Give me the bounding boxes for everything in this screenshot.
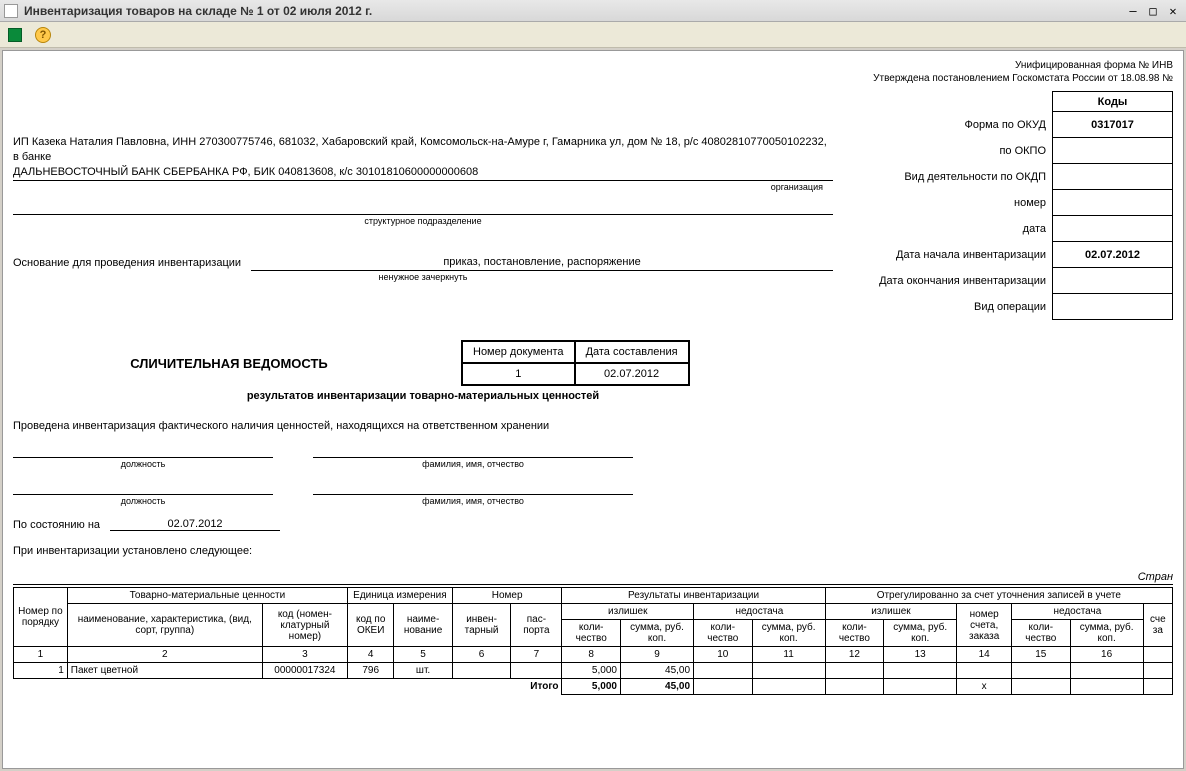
main-table: Номер по порядку Товарно-материальные це… <box>13 587 1173 695</box>
okud-value: 0317017 <box>1053 112 1173 138</box>
basis-caption: ненужное зачеркнуть <box>13 271 833 283</box>
storage-line: Проведена инвентаризация фактического на… <box>13 420 1173 432</box>
op-label: Вид операции <box>843 294 1053 320</box>
basis-value: приказ, постановление, распоряжение <box>251 255 833 271</box>
document-viewport: Унифицированная форма № ИНВ Утверждена п… <box>2 50 1184 769</box>
h-rowno: Номер по порядку <box>14 588 68 647</box>
minimize-button[interactable]: — <box>1124 3 1142 19</box>
fio-cap-2: фамилия, имя, отчество <box>313 496 633 506</box>
org-line2: ДАЛЬНЕВОСТОЧНЫЙ БАНК СБЕРБАНКА РФ, БИК 0… <box>13 165 833 181</box>
basis-label: Основание для проведения инвентаризации <box>13 256 251 271</box>
org-line1: ИП Казека Наталия Павловна, ИНН 27030077… <box>13 135 833 165</box>
okpo-label: по ОКПО <box>843 138 1053 164</box>
h-code: код (номен-клатурный номер) <box>262 604 347 647</box>
total-label: Итого <box>14 679 562 695</box>
doc-header-table: Номер документа Дата составления 1 02.07… <box>461 340 690 386</box>
status-date: 02.07.2012 <box>110 518 280 531</box>
struct-caption: структурное подразделение <box>13 215 833 227</box>
established-line: При инвентаризации установлено следующее… <box>13 545 1173 557</box>
toolbar: ? <box>0 22 1186 48</box>
position-cap-1: должность <box>13 459 273 469</box>
doc-date: 02.07.2012 <box>575 363 689 385</box>
h-regulated: Отрегулированно за счет уточнения записе… <box>825 588 1172 604</box>
print-button[interactable] <box>4 24 26 46</box>
status-label: По состоянию на <box>13 519 100 531</box>
h-surplus2: излишек <box>825 604 957 620</box>
num-value <box>1053 190 1173 216</box>
h-results: Результаты инвентаризации <box>562 588 825 604</box>
num-label: номер <box>843 190 1053 216</box>
h-orderno: номер счета, заказа <box>957 604 1012 647</box>
h-name: наименование, характеристика, (вид, сорт… <box>67 604 262 647</box>
h-invno: инвен-тарный <box>452 604 510 647</box>
org-caption: организация <box>13 181 833 193</box>
h-shortage: недостача <box>694 604 826 620</box>
h-surplus: излишек <box>562 604 694 620</box>
form-code-line: Унифицированная форма № ИНВ <box>13 59 1173 72</box>
inv-start-value: 02.07.2012 <box>1053 242 1173 268</box>
position-cap-2: должность <box>13 496 273 506</box>
inv-end-label: Дата окончания инвентаризации <box>843 268 1053 294</box>
help-button[interactable]: ? <box>32 24 54 46</box>
total-row: Итого 5,000 45,00 x <box>14 679 1173 695</box>
window-title: Инвентаризация товаров на складе № 1 от … <box>24 4 1122 18</box>
date-value <box>1053 216 1173 242</box>
doc-date-label: Дата составления <box>575 341 689 363</box>
inv-end-value <box>1053 268 1173 294</box>
table-row: 1 Пакет цветной 00000017324 796 шт. 5,00… <box>14 663 1173 679</box>
fio-cap-1: фамилия, имя, отчество <box>313 459 633 469</box>
inv-start-label: Дата начала инвентаризации <box>843 242 1053 268</box>
h-passno: пас-порта <box>511 604 562 647</box>
date-label: дата <box>843 216 1053 242</box>
doc-num-label: Номер документа <box>462 341 575 363</box>
page-label: Стран <box>13 571 1173 585</box>
approved-line: Утверждена постановлением Госкомстата Ро… <box>13 72 1173 85</box>
close-button[interactable]: ✕ <box>1164 3 1182 19</box>
document-icon <box>4 4 18 18</box>
doc-subtitle: результатов инвентаризации товарно-матер… <box>93 390 753 402</box>
okud-label: Форма по ОКУД <box>843 112 1053 138</box>
titlebar: Инвентаризация товаров на складе № 1 от … <box>0 0 1186 22</box>
maximize-button[interactable]: □ <box>1144 3 1162 19</box>
h-number: Номер <box>452 588 562 604</box>
okpo-value <box>1053 138 1173 164</box>
h-unit: Единица измерения <box>348 588 453 604</box>
h-unitname: наиме-нование <box>394 604 452 647</box>
doc-title: СЛИЧИТЕЛЬНАЯ ВЕДОМОСТЬ <box>13 356 445 371</box>
page: Унифицированная форма № ИНВ Утверждена п… <box>3 51 1183 705</box>
okdp-value <box>1053 164 1173 190</box>
op-value <box>1053 294 1173 320</box>
okdp-label: Вид деятельности по ОКДП <box>843 164 1053 190</box>
doc-num: 1 <box>462 363 575 385</box>
h-shortage2: недостача <box>1012 604 1144 620</box>
h-okei: код по ОКЕИ <box>348 604 394 647</box>
h-goods: Товарно-материальные ценности <box>67 588 347 604</box>
codes-header: Коды <box>1053 92 1173 112</box>
